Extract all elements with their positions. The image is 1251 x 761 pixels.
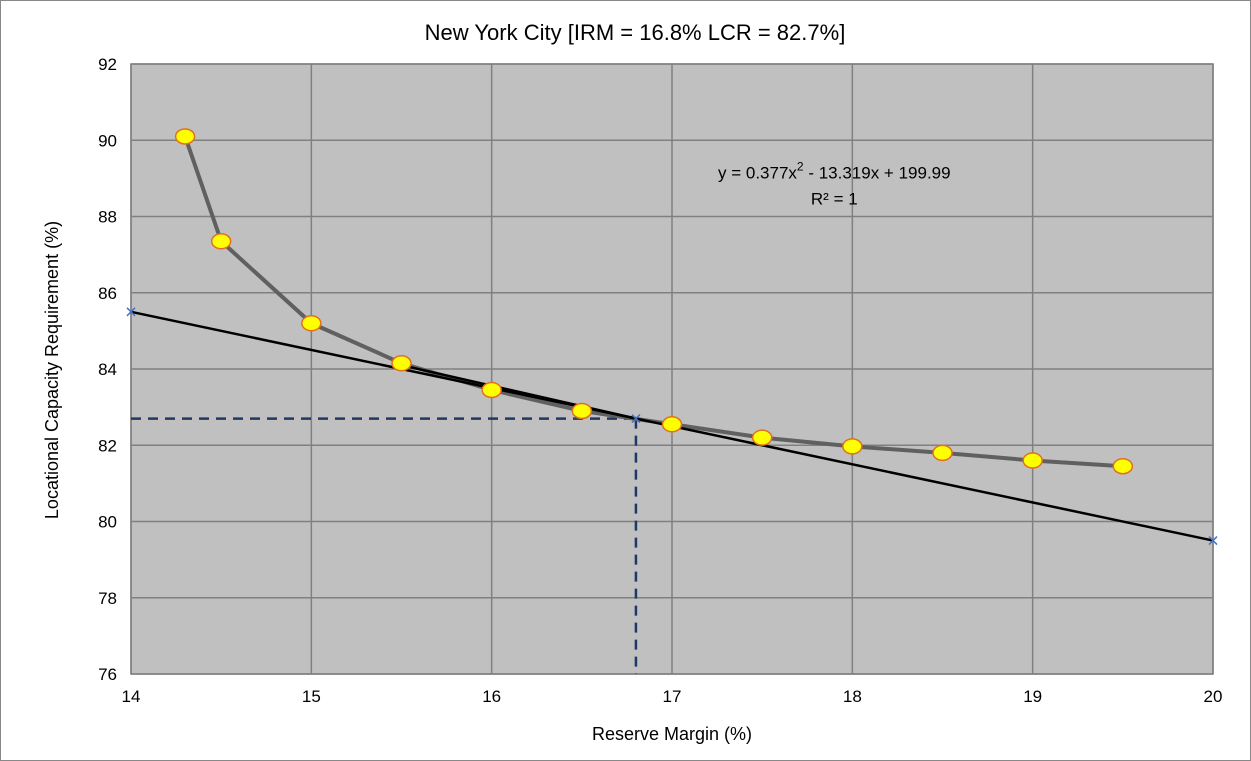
data-point xyxy=(751,429,773,446)
x-tick-label: 16 xyxy=(482,687,501,706)
guide-lines xyxy=(131,417,638,674)
y-tick-label: 80 xyxy=(98,513,117,532)
data-point xyxy=(842,438,863,455)
data-point xyxy=(1112,457,1134,475)
tangent-segment xyxy=(401,363,637,420)
y-axis-label: Locational Capacity Requirement (%) xyxy=(42,221,62,519)
trendline-equation: y = 0.377x2 - 13.319x + 199.99 xyxy=(718,159,951,182)
tangent-end-marker xyxy=(1208,536,1218,546)
data-point xyxy=(481,381,502,399)
x-tick-label: 14 xyxy=(122,687,141,706)
x-axis-label: Reserve Margin (%) xyxy=(592,724,752,744)
x-tick-labels: 14 15 16 17 18 19 20 xyxy=(122,687,1223,706)
y-tick-label: 76 xyxy=(98,665,117,684)
equation-exponent: 2 xyxy=(797,159,804,173)
y-tick-label: 82 xyxy=(98,436,117,455)
marker-stroke xyxy=(631,414,641,424)
tangent-end-marker xyxy=(126,307,136,317)
data-point xyxy=(571,402,593,420)
y-tick-label: 78 xyxy=(98,589,117,608)
data-point xyxy=(174,128,196,145)
x-tick-label: 19 xyxy=(1023,687,1042,706)
x-tick-label: 15 xyxy=(302,687,321,706)
y-tick-label: 86 xyxy=(98,284,117,303)
y-tick-label: 84 xyxy=(98,360,117,379)
y-tick-labels: 76 78 80 82 84 86 88 90 92 xyxy=(98,55,117,684)
marker-stroke xyxy=(1208,536,1218,546)
data-point xyxy=(301,315,322,332)
data-point xyxy=(661,416,683,433)
data-point xyxy=(210,233,232,250)
data-point xyxy=(932,444,953,462)
data-point xyxy=(1022,452,1043,469)
x-tick-label: 18 xyxy=(843,687,862,706)
marker-stroke xyxy=(126,307,136,317)
y-tick-label: 92 xyxy=(98,55,117,74)
tangent-end-marker xyxy=(631,414,641,424)
equation-suffix: - 13.319x + 199.99 xyxy=(804,163,951,182)
chart-title: New York City [IRM = 16.8% LCR = 82.7%] xyxy=(425,20,846,45)
y-tick-label: 90 xyxy=(98,131,117,150)
x-tick-label: 20 xyxy=(1204,687,1223,706)
y-tick-label: 88 xyxy=(98,208,117,227)
data-markers xyxy=(126,128,1218,546)
x-tick-label: 17 xyxy=(663,687,682,706)
gridlines xyxy=(130,63,1214,675)
data-point xyxy=(391,355,412,372)
r-squared-label: R² = 1 xyxy=(811,189,858,208)
equation-prefix: y = 0.377x xyxy=(718,163,797,182)
